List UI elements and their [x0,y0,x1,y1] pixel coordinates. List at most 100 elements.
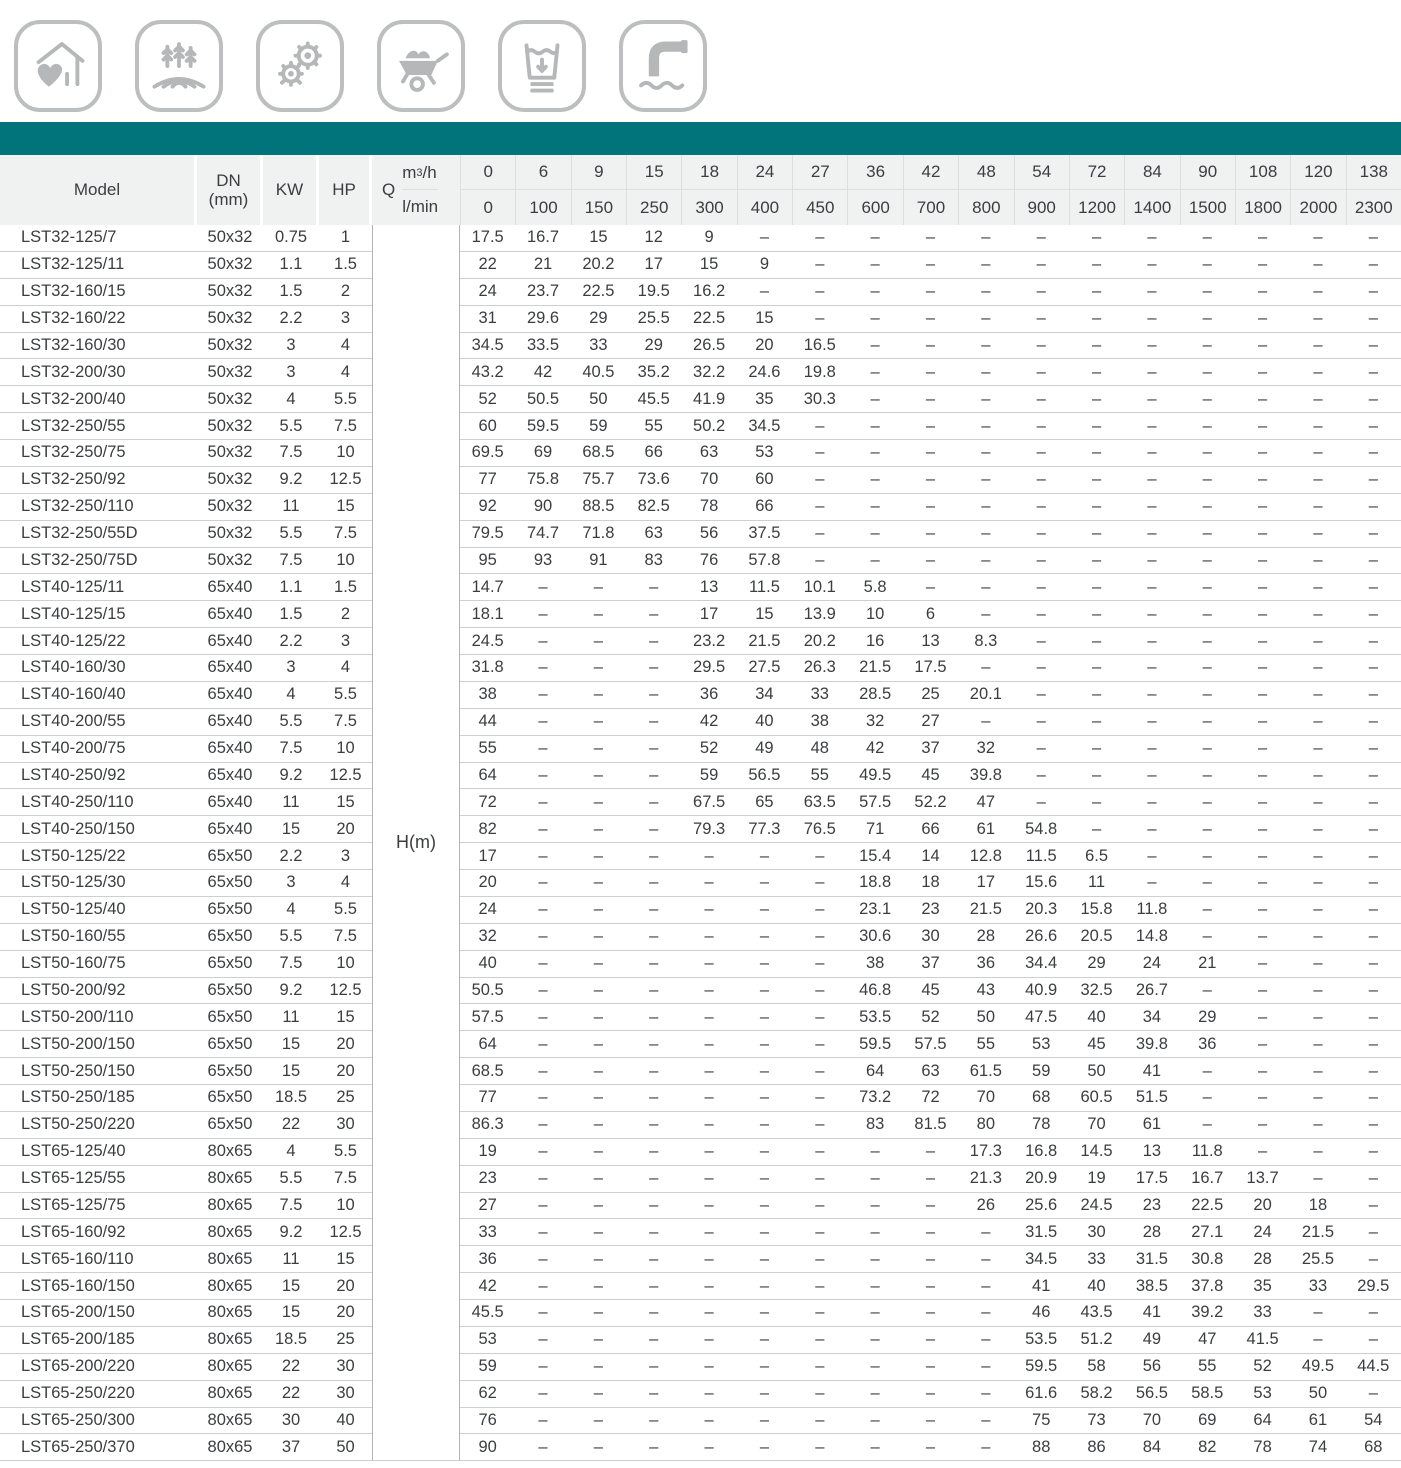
kw-cell: 7.5 [263,735,319,763]
head-value-cell: 32 [958,735,1014,763]
head-value-cell: – [736,1326,793,1354]
hp-cell: 7.5 [319,413,372,440]
head-value-cell: – [570,789,627,817]
head-value-cell: – [847,413,903,440]
head-value-cell: – [902,305,959,333]
kw-cell: 4 [263,1138,319,1166]
head-value-cell: – [1290,1300,1346,1327]
head-value-cell: – [792,1407,848,1435]
head-value-cell: 24.5 [1068,1192,1125,1220]
head-value-cell: – [1290,440,1346,467]
head-value-cell: – [902,466,959,494]
head-value-cell: 56 [681,520,737,548]
head-value-cell: 73 [1068,1407,1125,1435]
head-value-cell: – [1179,1085,1235,1112]
head-value-cell: – [1290,708,1346,736]
head-value-cell: – [626,977,682,1005]
head-value-cell: – [1013,386,1069,414]
head-value-cell: 36 [1179,1031,1235,1059]
head-value-cell: – [792,278,848,306]
head-value-cell: – [570,628,627,655]
head-value-cell: – [792,977,848,1005]
head-value-cell: 81.5 [902,1111,959,1139]
head-value-cell: 34 [1124,1004,1180,1032]
dn-cell: 65x50 [197,923,263,951]
head-value-cell: 48 [792,735,848,763]
dn-cell: 50x32 [197,520,263,548]
flow-header-lmin: 2300 [1345,190,1401,225]
head-value-cell: – [570,1326,627,1354]
model-cell: LST40-160/30 [0,655,197,682]
head-value-cell: – [1234,466,1291,494]
head-value-cell: 78 [1234,1434,1291,1462]
head-value-cell: – [1013,655,1069,682]
column-header-hp: HP [319,155,372,225]
head-value-cell: – [792,1380,848,1408]
hp-cell: 2 [319,601,372,629]
head-value-cell: 16.7 [1179,1165,1235,1193]
head-value-cell: 33 [1290,1273,1346,1300]
head-value-cell: – [1345,601,1401,629]
model-cell: LST65-160/92 [0,1219,197,1247]
head-value-cell: – [1179,1058,1235,1085]
head-value-cell: – [681,1031,737,1059]
head-value-cell: 21.5 [736,628,793,655]
dn-cell: 80x65 [197,1246,263,1274]
head-value-cell: – [847,1407,903,1435]
head-value-cell: – [1068,225,1125,252]
hp-cell: 12.5 [319,977,372,1005]
head-value-cell: 63.5 [792,789,848,817]
head-value-cell: – [681,1300,737,1327]
head-value-cell: 71.8 [570,520,627,548]
head-value-cell: – [1179,440,1235,467]
head-value-cell: – [1345,1380,1401,1408]
dn-cell: 65x40 [197,789,263,817]
dn-cell: 65x40 [197,574,263,602]
head-value-cell: – [515,735,571,763]
head-value-cell: 60 [460,413,516,440]
head-value-cell: – [736,1111,793,1139]
head-value-cell: 23.7 [515,278,571,306]
model-cell: LST50-250/220 [0,1111,197,1139]
head-value-cell: 82.5 [626,493,682,521]
head-value-cell: – [1290,251,1346,279]
head-value-cell: – [681,950,737,978]
head-value-cell: – [792,466,848,494]
head-value-cell: – [958,601,1014,629]
head-value-cell: – [847,1273,903,1300]
flow-header-lmin: 1200 [1068,190,1125,225]
flow-unit-labels: m 3/h l/min [402,156,439,224]
head-value-cell: – [792,896,848,924]
head-value-cell: – [1345,225,1401,252]
head-value-cell: – [847,251,903,279]
model-cell: LST50-160/75 [0,950,197,978]
flow-header-m3h: 36 [847,155,903,190]
head-value-cell: – [1013,440,1069,467]
head-value-cell: 36 [460,1246,516,1274]
head-value-cell: – [1179,359,1235,387]
head-value-cell: 66 [902,816,959,844]
head-value-cell: 44 [460,708,516,736]
dn-cell: 65x40 [197,628,263,655]
head-value-cell: – [681,843,737,870]
kw-cell: 18.5 [263,1085,319,1112]
dn-cell: 80x65 [197,1192,263,1220]
head-value-cell: – [1068,332,1125,360]
head-value-cell: – [1290,332,1346,360]
head-value-cell: – [1290,305,1346,333]
head-value-cell: – [1345,1111,1401,1139]
head-value-cell: – [1179,601,1235,629]
head-value-cell: – [1290,359,1346,387]
head-value-cell: 24 [1124,950,1180,978]
kw-cell: 15 [263,1300,319,1327]
head-value-cell: – [1068,574,1125,602]
head-value-cell: – [1179,843,1235,870]
head-value-cell: 43.2 [460,359,516,387]
head-value-cell: – [515,601,571,629]
head-value-cell: 14.7 [460,574,516,602]
head-value-cell: – [515,1085,571,1112]
head-value-cell: – [1345,896,1401,924]
dn-cell: 65x40 [197,762,263,790]
head-value-cell: 74.7 [515,520,571,548]
head-value-cell: 34.5 [460,332,516,360]
